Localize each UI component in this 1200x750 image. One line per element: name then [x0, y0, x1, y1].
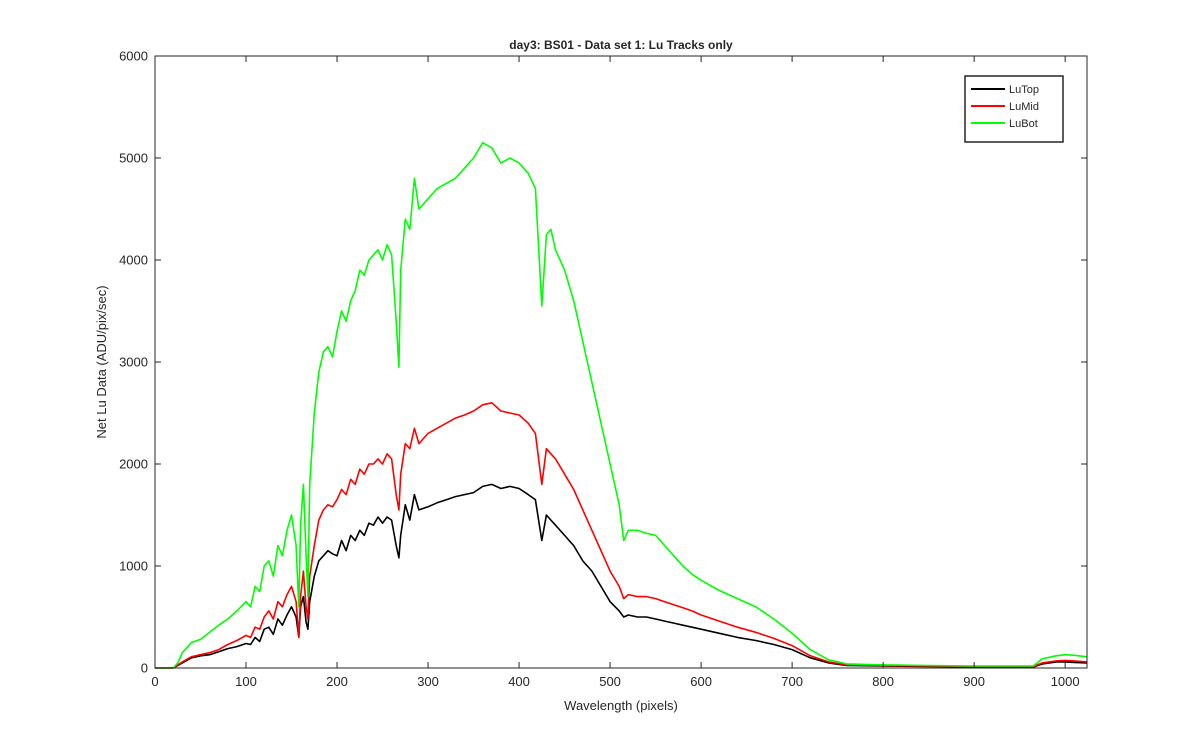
y-axis: 0 1000 2000 3000 4000 5000 6000 [119, 49, 1087, 676]
plot-area [155, 56, 1087, 668]
legend-box [964, 75, 1064, 143]
legend-label-lumid: LuMid [1009, 101, 1039, 113]
x-tick-label: 600 [690, 674, 712, 689]
chart-title: day3: BS01 - Data set 1: Lu Tracks only [509, 38, 733, 52]
x-axis-label: Wavelength (pixels) [564, 698, 678, 713]
x-tick-label: 900 [963, 674, 985, 689]
x-tick-label: 0 [151, 674, 158, 689]
legend-label-lutop: LuTop [1009, 84, 1039, 96]
y-tick-label: 1000 [119, 559, 148, 574]
x-tick-label: 1000 [1051, 674, 1080, 689]
y-tick-label: 5000 [119, 151, 148, 166]
y-tick-label: 6000 [119, 49, 148, 64]
x-tick-label: 800 [872, 674, 894, 689]
legend-label-lubot: LuBot [1009, 118, 1038, 130]
legend: LuTop LuMid LuBot [964, 75, 1064, 143]
x-tick-label: 400 [508, 674, 530, 689]
x-tick-label: 500 [599, 674, 621, 689]
x-axis: 0 100 200 300 400 500 600 700 800 900 1000 [151, 56, 1080, 689]
series-line-lutop [155, 483, 1088, 669]
y-axis-label: Net Lu Data (ADU/pix/sec) [94, 285, 109, 438]
x-tick-label: 700 [781, 674, 803, 689]
y-tick-label: 4000 [119, 253, 148, 268]
series-line-lubot [155, 141, 1088, 669]
y-tick-label: 3000 [119, 355, 148, 370]
series-line-lumid [155, 402, 1088, 669]
x-tick-label: 200 [326, 674, 348, 689]
x-tick-label: 300 [417, 674, 439, 689]
x-tick-label: 100 [235, 674, 257, 689]
y-tick-label: 0 [141, 661, 148, 676]
series-layer [155, 141, 1088, 669]
y-tick-label: 2000 [119, 457, 148, 472]
